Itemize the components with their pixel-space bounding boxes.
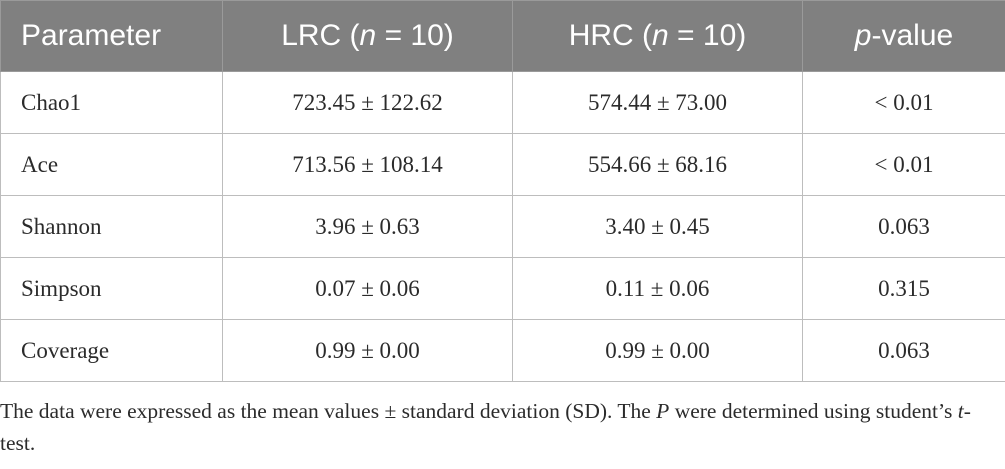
cell-parameter: Ace: [0, 133, 223, 196]
cell-p-value: 0.063: [802, 195, 1005, 258]
cell-lrc: 0.99 ± 0.00: [222, 319, 513, 382]
cell-parameter: Simpson: [0, 257, 223, 320]
header-row: Parameter LRC (n = 10) HRC (n = 10) p-va…: [0, 0, 1005, 72]
cell-p-value: < 0.01: [802, 133, 1005, 196]
cell-hrc: 0.99 ± 0.00: [512, 319, 803, 382]
header-hrc: HRC (n = 10): [512, 0, 803, 72]
cell-hrc: 3.40 ± 0.45: [512, 195, 803, 258]
cell-lrc: 0.07 ± 0.06: [222, 257, 513, 320]
cell-parameter: Coverage: [0, 319, 223, 382]
table-header: Parameter LRC (n = 10) HRC (n = 10) p-va…: [0, 0, 1005, 72]
cell-hrc: 0.11 ± 0.06: [512, 257, 803, 320]
table-row: Shannon 3.96 ± 0.63 3.40 ± 0.45 0.063: [0, 195, 1005, 258]
cell-parameter: Shannon: [0, 195, 223, 258]
table-footnote: The data were expressed as the mean valu…: [0, 399, 971, 455]
table-row: Coverage 0.99 ± 0.00 0.99 ± 0.00 0.063: [0, 319, 1005, 382]
table-row: Ace 713.56 ± 108.14 554.66 ± 68.16 < 0.0…: [0, 133, 1005, 196]
results-table: Parameter LRC (n = 10) HRC (n = 10) p-va…: [0, 0, 1005, 382]
cell-p-value: 0.063: [802, 319, 1005, 382]
cell-p-value: 0.315: [802, 257, 1005, 320]
header-parameter: Parameter: [0, 0, 223, 72]
cell-lrc: 713.56 ± 108.14: [222, 133, 513, 196]
cell-p-value: < 0.01: [802, 71, 1005, 134]
cell-parameter: Chao1: [0, 71, 223, 134]
table-row: Chao1 723.45 ± 122.62 574.44 ± 73.00 < 0…: [0, 71, 1005, 134]
cell-hrc: 574.44 ± 73.00: [512, 71, 803, 134]
table-body: Chao1 723.45 ± 122.62 574.44 ± 73.00 < 0…: [0, 71, 1005, 382]
cell-lrc: 723.45 ± 122.62: [222, 71, 513, 134]
cell-hrc: 554.66 ± 68.16: [512, 133, 803, 196]
header-p-value: p-value: [802, 0, 1005, 72]
cell-lrc: 3.96 ± 0.63: [222, 195, 513, 258]
header-lrc: LRC (n = 10): [222, 0, 513, 72]
table-row: Simpson 0.07 ± 0.06 0.11 ± 0.06 0.315: [0, 257, 1005, 320]
